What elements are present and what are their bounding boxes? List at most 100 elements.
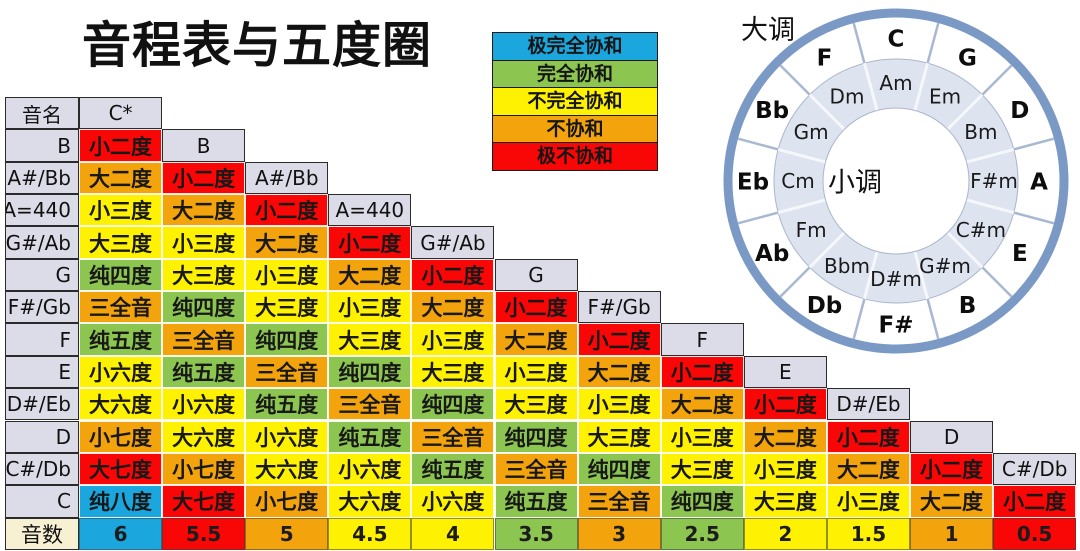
interval-cell: 小二度: [910, 452, 994, 486]
minor-key-label: Gm: [794, 120, 829, 144]
minor-segment-divider: [946, 231, 984, 269]
tone-count-cell: 4.5: [328, 517, 412, 550]
interval-cell: 三全音: [79, 291, 163, 324]
interval-cell: 小二度: [993, 485, 1077, 518]
tone-count-cell: 2: [743, 517, 827, 550]
tone-count-cell: 3: [577, 517, 661, 550]
interval-cell: 大二度: [660, 388, 744, 421]
interval-cell: 纯四度: [245, 323, 329, 356]
major-segment-divider: [981, 266, 1013, 298]
interval-cell: 小七度: [79, 420, 163, 453]
interval-cell: 大六度: [162, 420, 246, 453]
interval-cell: 纯四度: [494, 420, 578, 453]
interval-cell: 小三度: [577, 388, 661, 421]
diagonal-column-header-cell: D#/Eb: [826, 388, 910, 421]
interval-cell: 小七度: [245, 485, 329, 518]
interval-cell: 大三度: [411, 355, 495, 389]
major-segment-divider: [737, 137, 779, 151]
interval-cell: 纯五度: [328, 420, 412, 453]
major-segment-divider: [779, 266, 811, 298]
interval-cell: 小三度: [660, 420, 744, 453]
interval-cell: 大三度: [577, 420, 661, 453]
major-keys-label: 大调: [741, 15, 795, 46]
interval-cell: 小三度: [494, 355, 578, 389]
interval-cell: 小二度: [411, 258, 495, 292]
tone-count-cell: 6: [79, 517, 163, 550]
major-key-label: Db: [807, 293, 843, 319]
row-header-cell: G: [5, 258, 79, 292]
minor-key-label: C#m: [956, 218, 1006, 242]
minor-key-label: Bm: [964, 120, 997, 144]
minor-key-label: D#m: [870, 267, 922, 291]
minor-segment-divider: [913, 62, 930, 111]
diagonal-column-header-cell: F: [660, 323, 744, 356]
minor-key-label: Bbm: [824, 254, 870, 278]
diagonal-column-header-cell: A=440: [328, 194, 412, 227]
minor-key-label: Em: [929, 84, 961, 108]
minor-segment-divider: [808, 93, 846, 131]
minor-key-label: F#m: [970, 169, 1018, 193]
interval-cell: 小六度: [411, 485, 495, 518]
major-segment-divider: [779, 64, 811, 96]
interval-cell: 小三度: [328, 291, 412, 324]
interval-cell: 小七度: [162, 452, 246, 486]
interval-cell: 小六度: [245, 420, 329, 453]
minor-key-label: G#m: [919, 254, 971, 278]
interval-cell: 小三度: [411, 323, 495, 356]
interval-cell: 纯五度: [494, 485, 578, 518]
note-name-corner-header: 音名: [5, 97, 79, 130]
minor-segment-divider: [862, 251, 879, 300]
minor-key-label: Cm: [781, 169, 814, 193]
interval-cell: 大六度: [79, 388, 163, 421]
major-segment-divider: [852, 298, 866, 340]
interval-cell: 纯五度: [245, 388, 329, 421]
tone-count-cell: 4: [411, 517, 495, 550]
interval-cell: 大三度: [328, 323, 412, 356]
row-header-cell: D#/Eb: [5, 388, 79, 421]
interval-cell: 小二度: [660, 355, 744, 389]
minor-segment-divider: [913, 251, 930, 300]
major-key-label: A: [1030, 169, 1048, 195]
diagonal-column-header-cell: C#/Db: [993, 452, 1077, 486]
interval-cell: 小二度: [162, 161, 246, 195]
interval-cell: 大六度: [328, 485, 412, 518]
diagonal-column-header-cell: B: [162, 129, 246, 162]
interval-cell: 纯五度: [79, 323, 163, 356]
interval-cell: 大三度: [245, 291, 329, 324]
minor-segment-divider: [777, 147, 826, 164]
major-key-label: Bb: [755, 98, 789, 124]
interval-cell: 小二度: [328, 226, 412, 259]
interval-cell: 小六度: [162, 388, 246, 421]
row-header-cell: F: [5, 323, 79, 356]
major-segment-divider: [737, 211, 779, 225]
interval-cell: 大二度: [743, 420, 827, 453]
interval-cell: 纯四度: [162, 291, 246, 324]
interval-cell: 纯四度: [660, 485, 744, 518]
interval-cell: 大三度: [660, 452, 744, 486]
center-circle: [822, 107, 970, 255]
tone-count-cell: 2.5: [660, 517, 744, 550]
interval-cell: 小三度: [245, 258, 329, 292]
interval-cell: 大七度: [79, 452, 163, 486]
interval-cell: 小三度: [743, 452, 827, 486]
row-header-cell: C: [5, 485, 79, 518]
legend-item: 极完全协和: [492, 32, 658, 61]
major-segment-divider: [981, 64, 1013, 96]
major-segment-divider: [926, 298, 940, 340]
minor-segment-divider: [862, 62, 879, 111]
interval-cell: 三全音: [328, 388, 412, 421]
tone-count-cell: 3.5: [494, 517, 578, 550]
major-key-label: G: [958, 45, 977, 71]
interval-cell: 小六度: [79, 355, 163, 389]
interval-cell: 小二度: [79, 129, 163, 162]
interval-cell: 三全音: [162, 323, 246, 356]
row-header-cell: D: [5, 420, 79, 453]
interval-cell: 纯四度: [79, 258, 163, 292]
interval-cell: 大六度: [245, 452, 329, 486]
row-header-cell: G#/Ab: [5, 226, 79, 259]
interval-cell: 大三度: [162, 258, 246, 292]
minor-segment-divider: [966, 198, 1015, 215]
interval-cell: 大二度: [411, 291, 495, 324]
interval-cell: 纯四度: [577, 452, 661, 486]
